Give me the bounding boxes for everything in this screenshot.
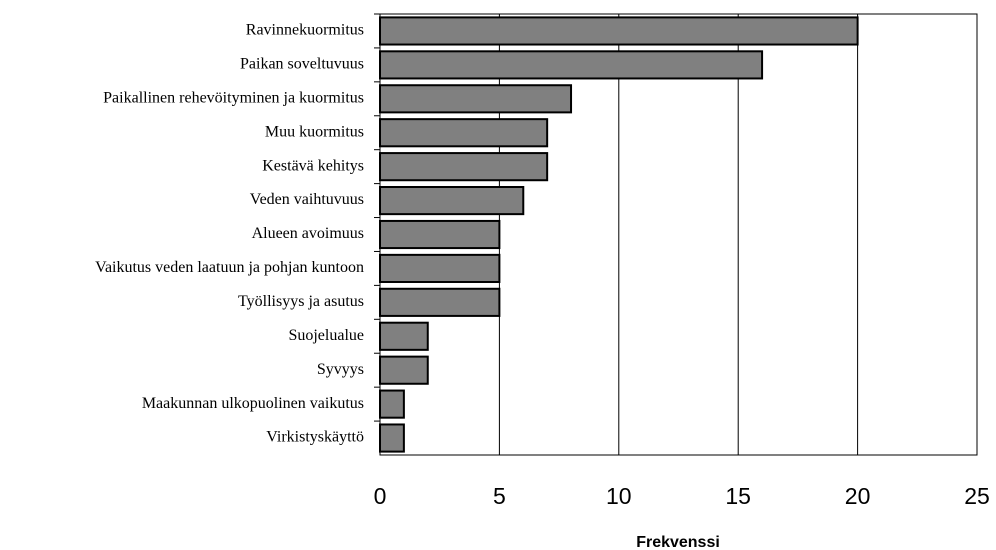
x-axis-label: Frekvenssi bbox=[636, 534, 720, 550]
x-tick-label: 0 bbox=[374, 483, 387, 509]
y-tick-label: Virkistyskäyttö bbox=[266, 429, 364, 446]
y-tick-label: Kestävä kehitys bbox=[262, 157, 364, 174]
bar bbox=[379, 389, 405, 419]
bar bbox=[379, 16, 859, 46]
x-tick-label: 5 bbox=[493, 483, 506, 509]
bar bbox=[379, 84, 573, 114]
y-tick-label: Paikan soveltuvuus bbox=[240, 56, 364, 73]
y-tick-label: Suojelualue bbox=[288, 327, 364, 344]
bar bbox=[379, 118, 549, 148]
y-tick-label: Työllisyys ja asutus bbox=[238, 293, 364, 310]
y-tick-label: Vaikutus veden laatuun ja pohjan kuntoon bbox=[95, 259, 364, 276]
bar bbox=[379, 186, 525, 216]
y-tick-label: Syvyys bbox=[317, 361, 364, 378]
bar bbox=[379, 219, 501, 250]
y-tick-label: Maakunnan ulkopuolinen vaikutus bbox=[142, 395, 364, 412]
x-tick-label: 15 bbox=[725, 483, 751, 509]
bar bbox=[379, 253, 501, 283]
bar bbox=[379, 423, 405, 453]
y-tick-label: Ravinnekuormitus bbox=[246, 22, 364, 39]
x-tick-label: 20 bbox=[845, 483, 871, 509]
y-tick-label: Paikallinen rehevöityminen ja kuormitus bbox=[103, 89, 364, 106]
y-tick-label: Alueen avoimuus bbox=[252, 225, 364, 242]
bar bbox=[379, 50, 764, 80]
x-tick-label: 10 bbox=[606, 483, 632, 509]
bar bbox=[379, 355, 429, 385]
bar bbox=[379, 321, 429, 351]
y-tick-label: Veden vaihtuvuus bbox=[250, 191, 364, 208]
bar bbox=[379, 152, 549, 182]
y-tick-label: Muu kuormitus bbox=[265, 123, 364, 140]
x-tick-label: 25 bbox=[964, 483, 990, 509]
bar bbox=[379, 287, 501, 317]
